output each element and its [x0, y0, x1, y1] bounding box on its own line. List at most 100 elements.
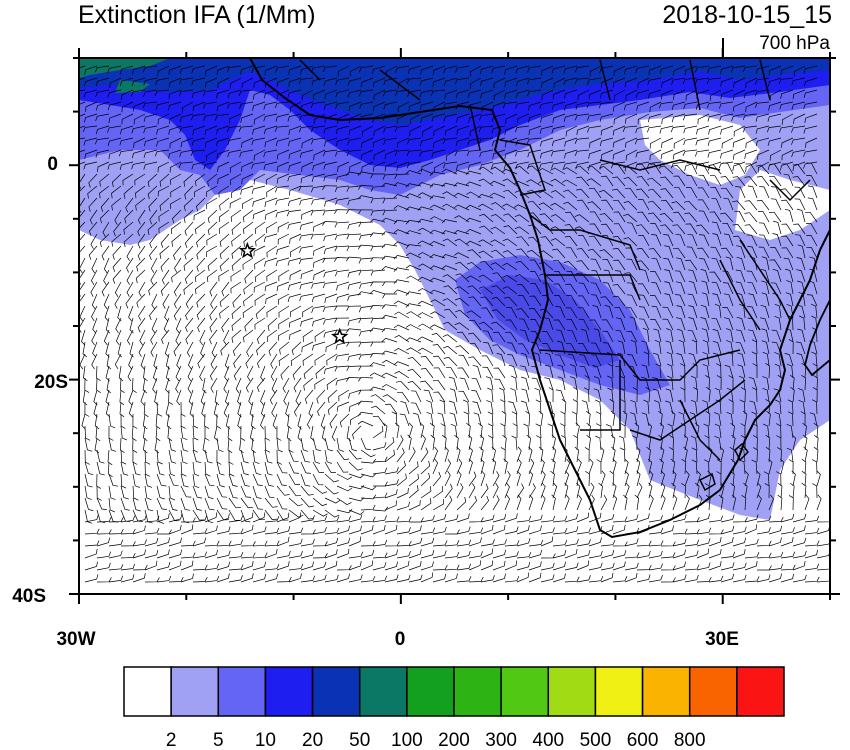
- wind-barb: [720, 562, 735, 571]
- wind-barb: [485, 376, 494, 391]
- wind-barb: [170, 185, 182, 198]
- wind-barb: [720, 89, 734, 100]
- wind-barb: [312, 257, 326, 268]
- extinction-field-50: [79, 58, 830, 125]
- wind-barb: [99, 233, 110, 248]
- wind-barb: [276, 425, 282, 441]
- wind-barb: [720, 125, 734, 135]
- wind-barb: [736, 292, 746, 307]
- wind-barb: [324, 449, 332, 464]
- wind-barb: [287, 173, 302, 182]
- wind-barb: [288, 149, 302, 160]
- wind-barb: [601, 199, 614, 211]
- wind-barb: [768, 494, 774, 511]
- wind-barb: [812, 459, 818, 475]
- wind-barb: [516, 483, 525, 499]
- wind-barb: [670, 410, 676, 427]
- wind-barb: [91, 353, 98, 370]
- wind-barb: [541, 89, 554, 101]
- wind-barb: [786, 423, 794, 439]
- lat-label-0: 0: [47, 154, 58, 175]
- wind-barb: [801, 375, 806, 391]
- wind-barb: [381, 255, 398, 261]
- wind-barb: [806, 235, 818, 247]
- wind-barb: [125, 257, 134, 273]
- wind-barb: [419, 422, 425, 439]
- wind-barb: [276, 89, 290, 100]
- wind-barb: [429, 254, 446, 259]
- wind-barb: [79, 89, 86, 92]
- colorbar-box: [594, 666, 644, 717]
- wind-barb: [112, 257, 122, 272]
- wind-barb: [251, 185, 266, 194]
- wind-barb: [648, 550, 663, 559]
- wind-barb: [324, 461, 336, 473]
- wind-barb: [252, 197, 266, 207]
- wind-barb: [722, 307, 734, 319]
- wind-barb: [680, 363, 686, 379]
- wind-barb: [540, 236, 554, 247]
- wind-barb: [349, 65, 362, 77]
- wind-barb: [525, 411, 531, 427]
- wind-barb: [754, 101, 770, 109]
- wind-barb: [533, 352, 542, 367]
- wind-barb: [442, 274, 458, 283]
- wind-barb: [227, 89, 242, 99]
- wind-barb: [322, 209, 338, 216]
- wind-barb: [504, 470, 511, 487]
- lon-label-30e: 30E: [705, 629, 739, 650]
- wind-barb: [91, 257, 98, 274]
- wind-barb: [706, 101, 722, 109]
- wind-barb: [491, 125, 506, 134]
- wind-barb: [156, 485, 165, 500]
- wind-barb: [270, 353, 278, 369]
- wind-barb: [554, 295, 566, 307]
- wind-barb: [454, 77, 470, 85]
- wind-barb: [172, 209, 182, 224]
- wind-barb: [325, 341, 338, 353]
- wind-barb: [684, 212, 698, 223]
- wind-barb: [132, 473, 140, 488]
- wind-barb: [708, 446, 713, 463]
- wind-barb: [251, 437, 256, 454]
- wind-barb: [719, 446, 724, 463]
- colorbar-label: 600: [627, 730, 659, 750]
- wind-barb: [763, 423, 770, 439]
- wind-barb: [247, 365, 254, 382]
- wind-barb: [591, 269, 602, 283]
- wind-barb: [659, 458, 664, 475]
- wind-barb: [511, 411, 518, 427]
- wind-barb: [370, 281, 386, 287]
- wind-barb: [286, 209, 302, 217]
- colorbar-box: [500, 666, 550, 717]
- wind-barb: [577, 89, 590, 101]
- wind-barb: [538, 202, 554, 211]
- wind-barb: [84, 540, 100, 547]
- wind-barb: [417, 192, 434, 199]
- wind-barb: [335, 137, 350, 147]
- wind-barb: [660, 552, 676, 559]
- wind-barb: [420, 447, 429, 463]
- wind-barb: [478, 213, 494, 223]
- wind-barb: [419, 149, 434, 157]
- wind-barb: [540, 458, 545, 475]
- wind-barb: [310, 185, 326, 193]
- wind-barb: [767, 161, 782, 170]
- wind-barb: [688, 269, 698, 283]
- wind-barb: [742, 125, 758, 133]
- wind-barb: [264, 197, 278, 208]
- wind-barb: [324, 527, 340, 535]
- wind-barb: [649, 137, 662, 149]
- wind-barb: [123, 185, 134, 199]
- wind-barb: [417, 168, 434, 175]
- wind-barb: [705, 375, 710, 391]
- wind-barb: [788, 339, 794, 355]
- wind-barb: [803, 161, 818, 169]
- wind-barb: [184, 245, 194, 260]
- wind-barb: [369, 372, 386, 379]
- wind-barb: [531, 377, 542, 391]
- wind-barb: [218, 269, 230, 282]
- wind-barb: [263, 233, 278, 243]
- wind-barb: [551, 434, 556, 451]
- wind-barb: [720, 525, 735, 535]
